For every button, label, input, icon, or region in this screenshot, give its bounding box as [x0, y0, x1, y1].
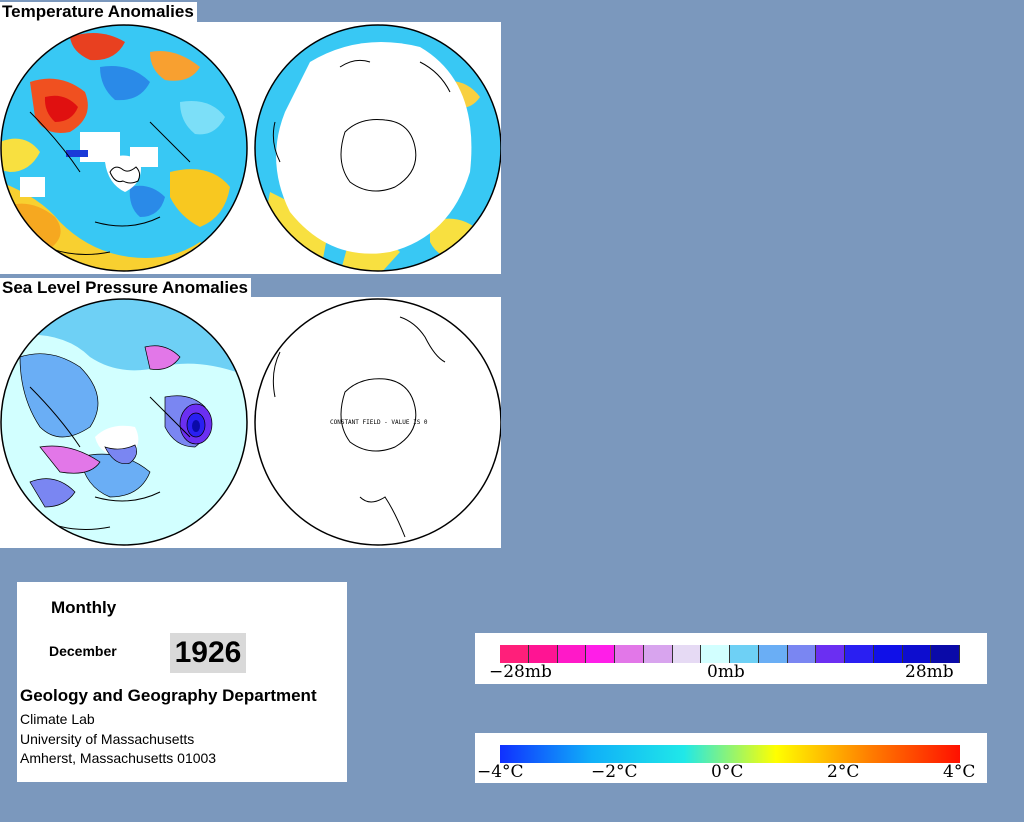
temperature-tick-label: 0°C — [711, 762, 744, 782]
pressure-color-swatch — [557, 645, 587, 663]
temperature-colorbar — [500, 745, 960, 763]
pressure-color-swatch — [931, 645, 960, 663]
temperature-north-hemisphere — [1, 25, 247, 271]
pressure-color-swatch — [615, 645, 644, 663]
temperature-tick-label: 2°C — [827, 762, 860, 782]
address-line: Climate Lab — [20, 711, 95, 727]
pressure-map-panel: CONSTANT FIELD - VALUE IS 0 — [0, 297, 501, 548]
pressure-color-swatch — [672, 645, 702, 663]
pressure-color-swatch — [902, 645, 932, 663]
temperature-tick-label: −2°C — [591, 762, 638, 782]
pressure-colorbar — [500, 645, 960, 663]
pressure-color-swatch — [845, 645, 874, 663]
pressure-maps: CONSTANT FIELD - VALUE IS 0 — [0, 298, 501, 546]
north-hemisphere-outline — [0, 24, 248, 272]
pressure-color-swatch — [701, 645, 730, 663]
address-line: University of Massachusetts — [20, 731, 195, 747]
temperature-legend: −4°C −2°C 0°C 2°C 4°C — [475, 733, 987, 783]
pressure-north-hemisphere — [1, 299, 247, 545]
temperature-map-panel — [0, 22, 501, 274]
temperature-title: Temperature Anomalies — [0, 2, 197, 22]
temperature-tick-label: −4°C — [477, 762, 524, 782]
year-label: 1926 — [170, 633, 246, 673]
pressure-tick-label: 0mb — [707, 662, 745, 682]
pressure-tick-label: 28mb — [905, 662, 954, 682]
pressure-color-swatch — [816, 645, 845, 663]
temperature-maps — [0, 24, 501, 272]
pressure-title: Sea Level Pressure Anomalies — [0, 278, 252, 298]
pressure-color-swatch — [586, 645, 615, 663]
temperature-tick-label: 4°C — [943, 762, 976, 782]
month-label: December — [49, 643, 117, 659]
pressure-color-swatch — [643, 645, 673, 663]
pressure-color-swatch — [787, 645, 817, 663]
department-label: Geology and Geography Department — [20, 686, 317, 705]
constant-field-note: CONSTANT FIELD - VALUE IS 0 — [330, 419, 428, 426]
address-line: Amherst, Massachusetts 01003 — [20, 750, 217, 766]
south-hemisphere-outline — [254, 24, 501, 272]
pressure-color-swatch — [758, 645, 788, 663]
period-label: Monthly — [51, 598, 117, 617]
pressure-legend: −28mb 0mb 28mb — [475, 633, 987, 684]
pressure-color-swatch — [528, 645, 558, 663]
temperature-south-hemisphere — [255, 25, 501, 271]
pressure-tick-label: −28mb — [489, 662, 552, 682]
info-box: Monthly December 1926 Geology and Geogra… — [17, 582, 347, 782]
pressure-color-swatch — [873, 645, 903, 663]
north-hemisphere-outline — [0, 298, 248, 546]
pressure-color-swatch — [730, 645, 759, 663]
pressure-south-hemisphere: CONSTANT FIELD - VALUE IS 0 — [254, 298, 501, 546]
pressure-color-swatch — [500, 645, 529, 663]
